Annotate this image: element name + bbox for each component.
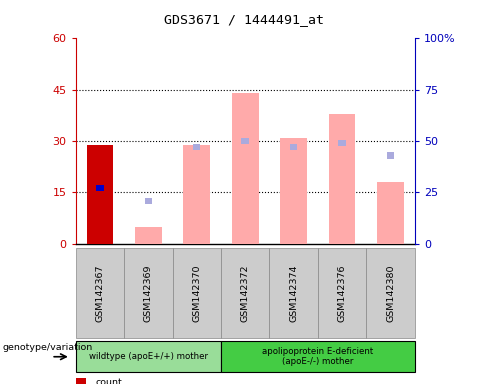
Bar [135, 227, 162, 244]
Text: GSM142372: GSM142372 [241, 264, 250, 321]
Bar [377, 182, 404, 244]
Bar [329, 114, 355, 244]
Text: GDS3671 / 1444491_at: GDS3671 / 1444491_at [164, 13, 324, 26]
Text: GSM142380: GSM142380 [386, 264, 395, 321]
Bar [242, 138, 249, 144]
Bar [144, 198, 152, 204]
Bar [232, 93, 259, 244]
Bar [96, 185, 103, 192]
Text: GSM142370: GSM142370 [192, 264, 201, 321]
Bar [387, 152, 394, 159]
Text: GSM142376: GSM142376 [338, 264, 346, 321]
Bar [183, 144, 210, 244]
Text: genotype/variation: genotype/variation [2, 343, 93, 352]
Bar [193, 144, 201, 151]
Bar [338, 140, 346, 146]
Text: count: count [95, 377, 122, 384]
Text: wildtype (apoE+/+) mother: wildtype (apoE+/+) mother [89, 352, 208, 361]
Bar [86, 144, 113, 244]
Bar [280, 138, 307, 244]
Bar [290, 144, 297, 151]
Text: GSM142367: GSM142367 [95, 264, 104, 321]
Text: GSM142369: GSM142369 [144, 264, 153, 321]
Text: GSM142374: GSM142374 [289, 264, 298, 321]
Text: apolipoprotein E-deficient
(apoE-/-) mother: apolipoprotein E-deficient (apoE-/-) mot… [262, 347, 373, 366]
